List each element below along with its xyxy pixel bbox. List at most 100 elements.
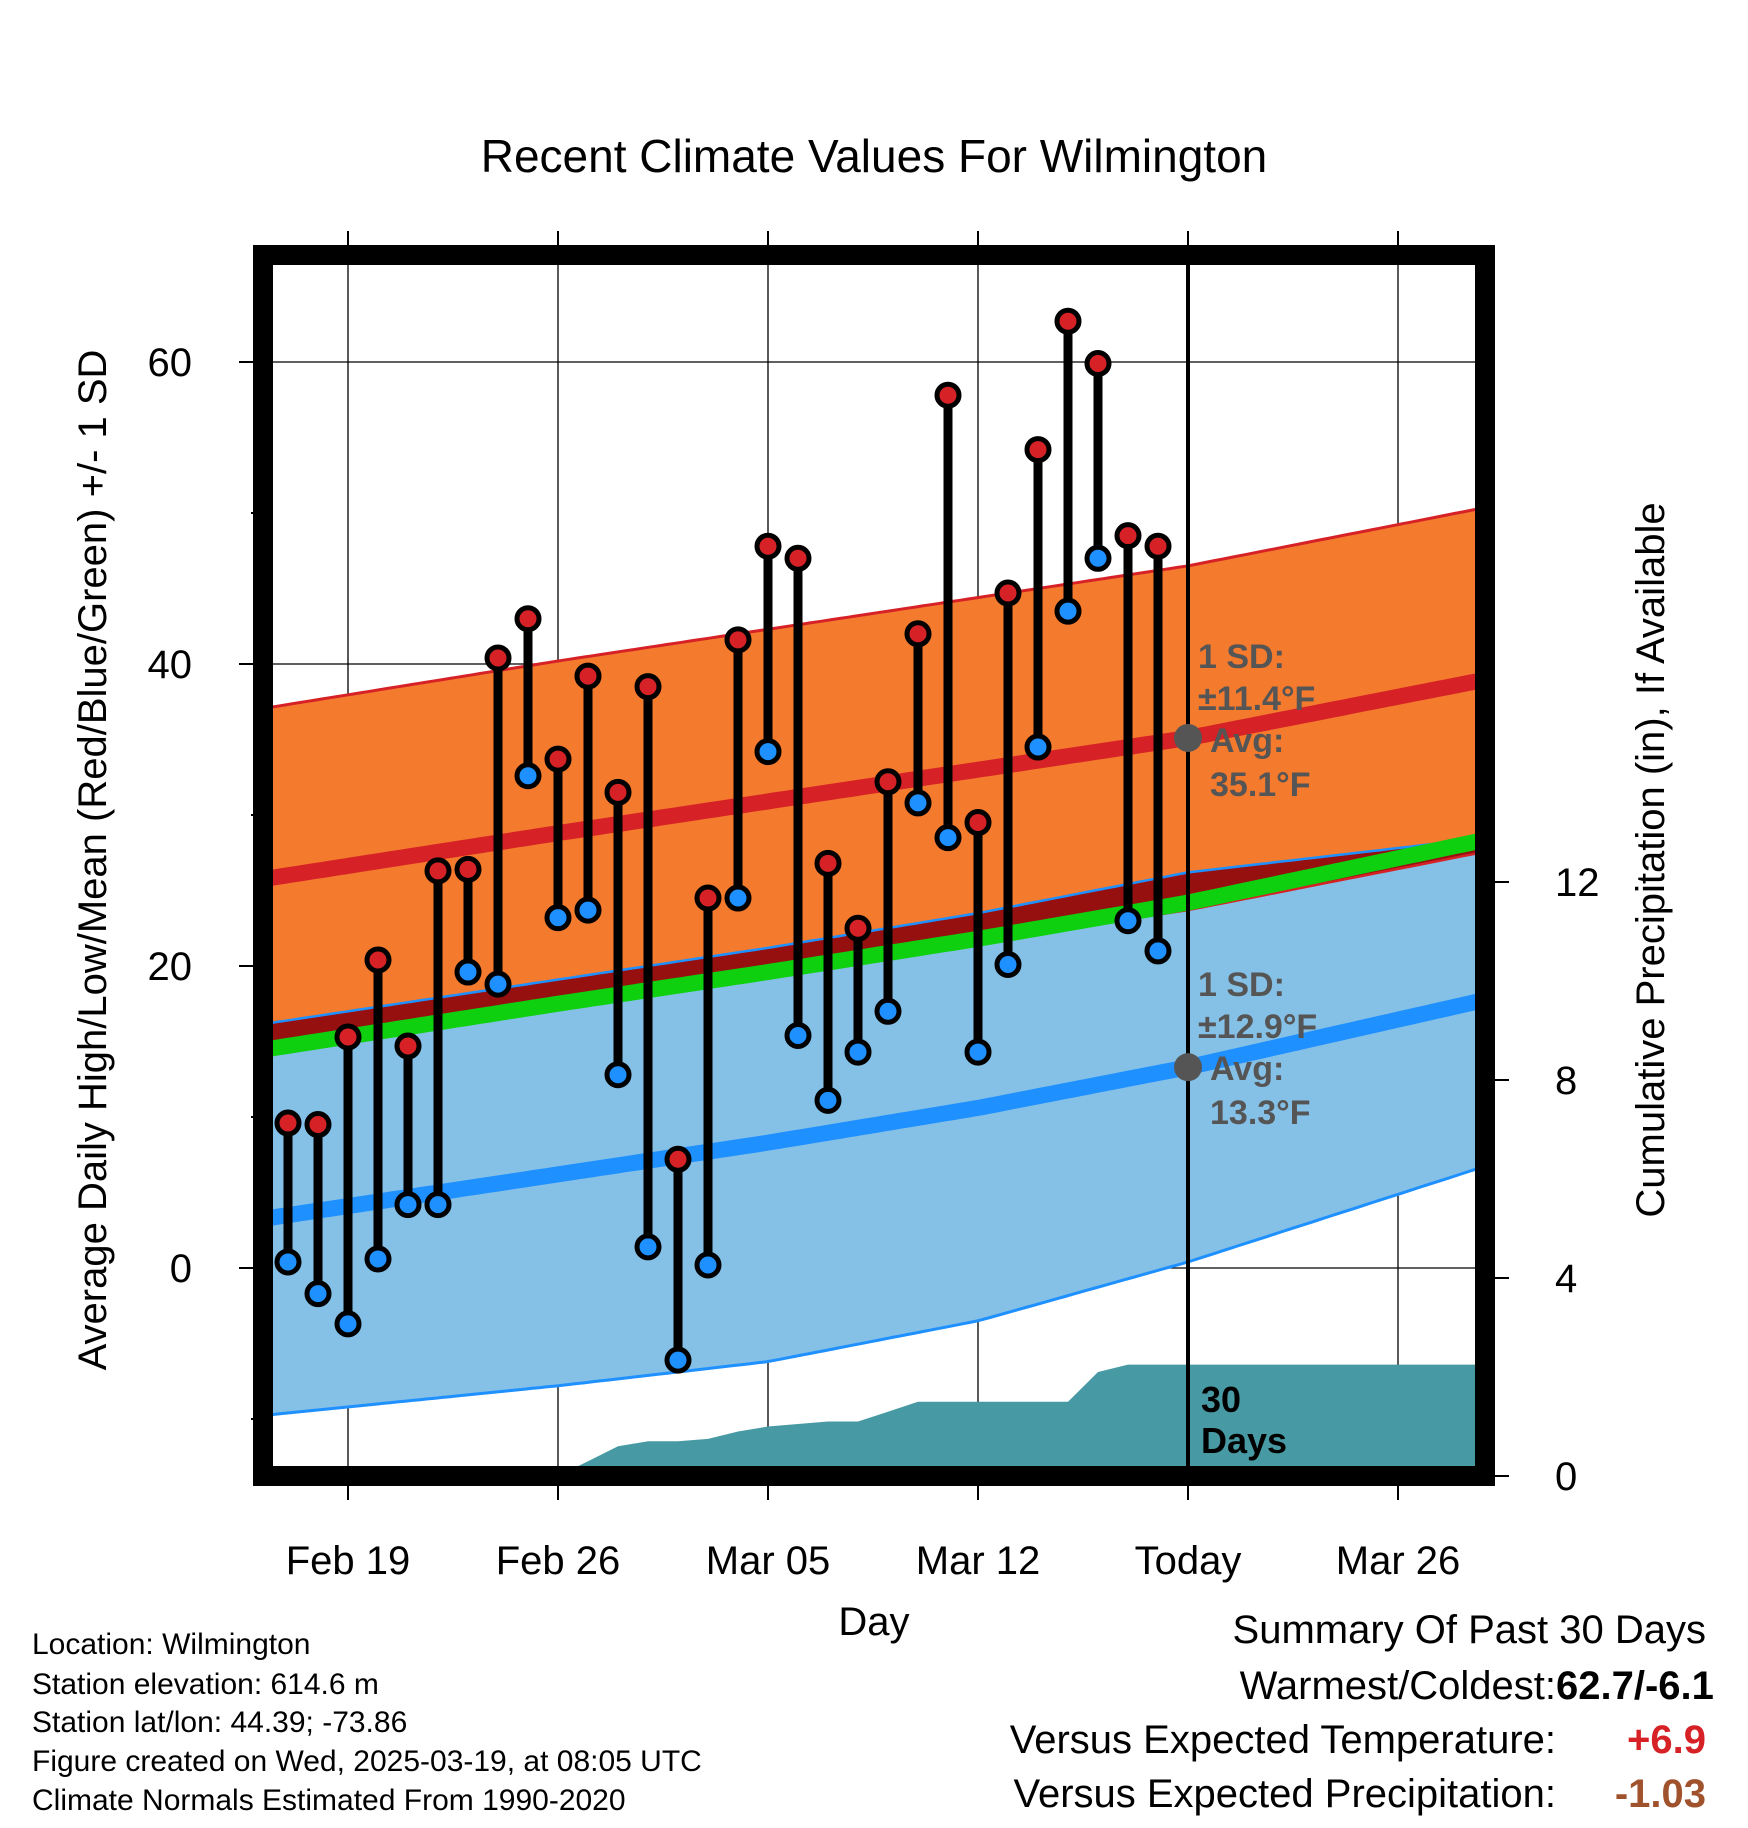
high-point xyxy=(934,381,962,409)
summary-precip-value: -1.03 xyxy=(1614,1772,1706,1816)
low-upper-edge xyxy=(263,836,1485,1026)
low-point xyxy=(1084,544,1112,572)
high-point xyxy=(634,673,662,701)
low-point xyxy=(394,1191,422,1219)
high-point xyxy=(274,1109,302,1137)
high-point xyxy=(574,662,602,690)
y-axis-label: Average Daily High/Low/Mean (Red/Blue/Gr… xyxy=(71,350,115,1371)
high-point xyxy=(844,914,872,942)
high-point xyxy=(304,1111,332,1139)
y2-tick-label: 0 xyxy=(1555,1455,1577,1499)
y2-axis-label: Cumulative Precipitation (in), If Availa… xyxy=(1629,502,1673,1217)
axes: Feb 19 Feb 26 Mar 05 Mar 12 Today Mar 2602040… xyxy=(148,231,1600,1583)
low-point xyxy=(274,1248,302,1276)
low-mean-line xyxy=(263,992,1485,1227)
days-word-label: Days xyxy=(1201,1420,1287,1461)
high-point xyxy=(454,855,482,883)
info-location: Location: Wilmington xyxy=(32,1628,311,1661)
normal-annotations: 1 SD: ±11.4°F Avg: 35.1°F 1 SD: ±12.9°F Avg: 13… xyxy=(1174,638,1317,1461)
high-sd-value: ±11.4°F xyxy=(1198,680,1315,718)
summary-warm-cold-label: Warmest/Coldest: xyxy=(1239,1664,1556,1708)
summary-temp-value: +6.9 xyxy=(1627,1718,1706,1762)
high-point xyxy=(904,620,932,648)
x-tick-label: Today xyxy=(1135,1539,1242,1583)
low-point xyxy=(874,997,902,1025)
low-avg-label: Avg: xyxy=(1210,1050,1284,1088)
summary-title: Summary Of Past 30 Days xyxy=(1232,1608,1706,1652)
low-sd-value: ±12.9°F xyxy=(1198,1008,1317,1046)
precipitation-cumulative xyxy=(263,1364,1485,1476)
high-point xyxy=(1114,522,1142,550)
y-tick-label: 20 xyxy=(148,945,193,989)
y2-tick-label: 4 xyxy=(1555,1257,1577,1301)
high-upper-edge xyxy=(263,506,1485,711)
high-point xyxy=(994,579,1022,607)
info-elevation: Station elevation: 614.6 m xyxy=(32,1668,379,1701)
high-point xyxy=(964,809,992,837)
low-point xyxy=(754,738,782,766)
info-created: Figure created on Wed, 2025-03-19, at 08… xyxy=(32,1745,702,1778)
low-point xyxy=(304,1280,332,1308)
plot-border xyxy=(253,245,1495,1486)
low-point xyxy=(724,884,752,912)
chart-title: Recent Climate Values For Wilmington xyxy=(481,130,1268,182)
x-tick-label: Feb 26 xyxy=(496,1539,621,1583)
low-point xyxy=(784,1021,812,1049)
high-point xyxy=(1084,350,1112,378)
high-point xyxy=(1024,436,1052,464)
precipitation-area xyxy=(263,255,1485,1476)
x-tick-label: Mar 05 xyxy=(706,1539,831,1583)
low-point xyxy=(484,970,512,998)
low-point xyxy=(514,762,542,790)
low-point xyxy=(334,1310,362,1338)
high-point xyxy=(544,745,572,773)
high-point xyxy=(694,884,722,912)
avg-mean-line xyxy=(263,831,1485,1058)
high-point xyxy=(664,1145,692,1173)
high-point xyxy=(334,1023,362,1051)
high-point xyxy=(424,857,452,885)
low-point xyxy=(454,958,482,986)
high-point xyxy=(724,626,752,654)
info-normals: Climate Normals Estimated From 1990-2020 xyxy=(32,1784,626,1817)
low-point xyxy=(994,950,1022,978)
high-point xyxy=(784,544,812,572)
low-point xyxy=(934,824,962,852)
plot-frame xyxy=(253,245,1495,1486)
low-point xyxy=(364,1245,392,1273)
low-point xyxy=(814,1086,842,1114)
x-tick-label: Feb 19 xyxy=(286,1539,411,1583)
x-tick-label: Mar 12 xyxy=(916,1539,1041,1583)
low-sd-label: 1 SD: xyxy=(1198,966,1285,1004)
low-point xyxy=(424,1191,452,1219)
summary-temp-label: Versus Expected Temperature: xyxy=(1009,1718,1556,1762)
low-point xyxy=(1024,733,1052,761)
low-avg-value: 13.3°F xyxy=(1210,1094,1311,1132)
low-point xyxy=(634,1233,662,1261)
high-point xyxy=(394,1032,422,1060)
low-point xyxy=(544,904,572,932)
high-mean-line xyxy=(263,671,1485,888)
y-tick-label: 60 xyxy=(148,341,193,385)
high-point xyxy=(514,605,542,633)
low-lower-edge xyxy=(263,1164,1485,1417)
high-point xyxy=(1144,532,1172,560)
summary-precip: Versus Expected Precipitation: -1.03 xyxy=(1013,1772,1706,1817)
summary-precip-label: Versus Expected Precipitation: xyxy=(1013,1772,1556,1816)
high-point xyxy=(364,946,392,974)
high-sd-label: 1 SD: xyxy=(1198,638,1285,676)
today-low-normal-dot xyxy=(1174,1053,1202,1082)
y2-tick-label: 8 xyxy=(1555,1059,1577,1103)
low-point xyxy=(604,1061,632,1089)
low-point xyxy=(664,1346,692,1374)
today-high-normal-dot xyxy=(1174,723,1202,752)
high-point xyxy=(604,778,632,806)
info-latlon: Station lat/lon: 44.39; -73.86 xyxy=(32,1706,408,1739)
low-point xyxy=(904,789,932,817)
summary-warm-cold-value: 62.7/-6.1 xyxy=(1556,1664,1714,1708)
daily-range-bars xyxy=(274,307,1172,1374)
summary-temp: Versus Expected Temperature: +6.9 xyxy=(1010,1718,1706,1763)
y-tick-label: 40 xyxy=(148,643,193,687)
y-tick-label: 0 xyxy=(170,1247,192,1291)
